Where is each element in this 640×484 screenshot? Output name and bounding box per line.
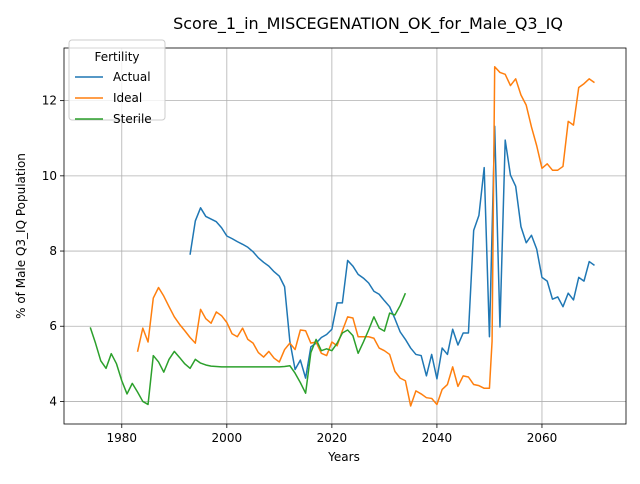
series-line-ideal (136, 66, 595, 407)
plot-frame (63, 47, 627, 425)
y-tick-label: 10 (42, 169, 57, 183)
legend-title: Fertility (94, 50, 139, 64)
y-axis-ticks: 4 6 8 10 12 (42, 94, 64, 408)
x-axis-label: Years (327, 450, 360, 464)
x-tick-label: 2000 (212, 431, 243, 445)
legend-label-sterile: Sterile (113, 112, 152, 126)
legend-label-actual: Actual (113, 70, 151, 84)
series-line-sterile (89, 292, 407, 406)
y-tick-label: 12 (42, 94, 57, 108)
chart-title: Score_1_in_MISCEGENATION_OK_for_Male_Q3_… (173, 14, 563, 34)
y-tick-label: 6 (49, 319, 57, 333)
x-axis-ticks: 1980 2000 2020 2040 2060 (107, 424, 558, 445)
y-tick-label: 8 (49, 244, 57, 258)
y-tick-label: 4 (49, 394, 57, 408)
legend-box (68, 39, 166, 121)
x-tick-label: 2020 (317, 431, 348, 445)
x-tick-label: 1980 (107, 431, 138, 445)
x-tick-label: 2040 (422, 431, 453, 445)
legend-items: Actual Ideal Sterile (75, 70, 152, 126)
series-line-actual (189, 125, 595, 380)
series-lines (89, 66, 595, 407)
x-tick-label: 2060 (527, 431, 558, 445)
legend-label-ideal: Ideal (113, 91, 142, 105)
y-axis-label: % of Male Q3_IQ Population (14, 153, 28, 319)
legend: Fertility Actual Ideal Sterile (68, 39, 166, 126)
